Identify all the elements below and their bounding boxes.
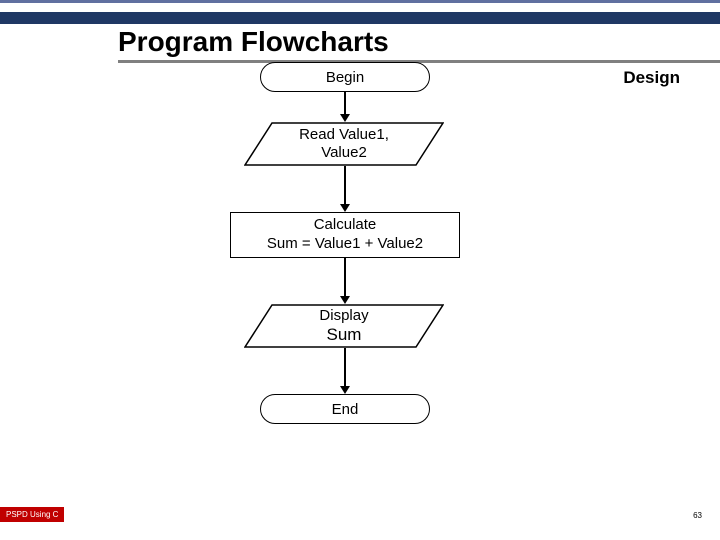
- arrow-head-icon: [340, 114, 350, 122]
- slide-title: Program Flowcharts: [0, 26, 720, 58]
- node-end-label: End: [332, 401, 359, 418]
- corner-label: Design: [623, 68, 680, 88]
- arrow-line: [344, 258, 346, 296]
- node-end: End: [260, 394, 430, 424]
- arrow-head-icon: [340, 296, 350, 304]
- arrow-calc-display: [344, 258, 346, 304]
- top-accent-edge: [0, 0, 720, 3]
- title-bar: Program Flowcharts: [0, 12, 720, 63]
- arrow-head-icon: [340, 204, 350, 212]
- page-number: 63: [693, 511, 702, 520]
- node-display-line2: Sum: [319, 325, 368, 345]
- node-read: Read Value1, Value2: [244, 122, 444, 166]
- node-calc-line2: Sum = Value1 + Value2: [267, 235, 423, 254]
- node-display-line1: Display: [319, 307, 368, 325]
- arrow-line: [344, 92, 346, 114]
- node-display: Display Sum: [244, 304, 444, 348]
- node-display-text: Display Sum: [319, 307, 368, 345]
- arrow-read-calc: [344, 166, 346, 212]
- arrow-begin-read: [344, 92, 346, 122]
- arrow-line: [344, 166, 346, 204]
- node-calc-line1: Calculate: [314, 216, 377, 235]
- navy-band: [0, 12, 720, 24]
- node-begin-label: Begin: [326, 69, 364, 86]
- arrow-head-icon: [340, 386, 350, 394]
- node-begin: Begin: [260, 62, 430, 92]
- node-read-text: Read Value1, Value2: [299, 126, 389, 162]
- node-read-line1: Read Value1,: [299, 126, 389, 144]
- arrow-line: [344, 348, 346, 386]
- arrow-display-end: [344, 348, 346, 394]
- footer-tab: PSPD Using C: [0, 507, 64, 522]
- node-calc: Calculate Sum = Value1 + Value2: [230, 212, 460, 258]
- node-read-line2: Value2: [299, 144, 389, 162]
